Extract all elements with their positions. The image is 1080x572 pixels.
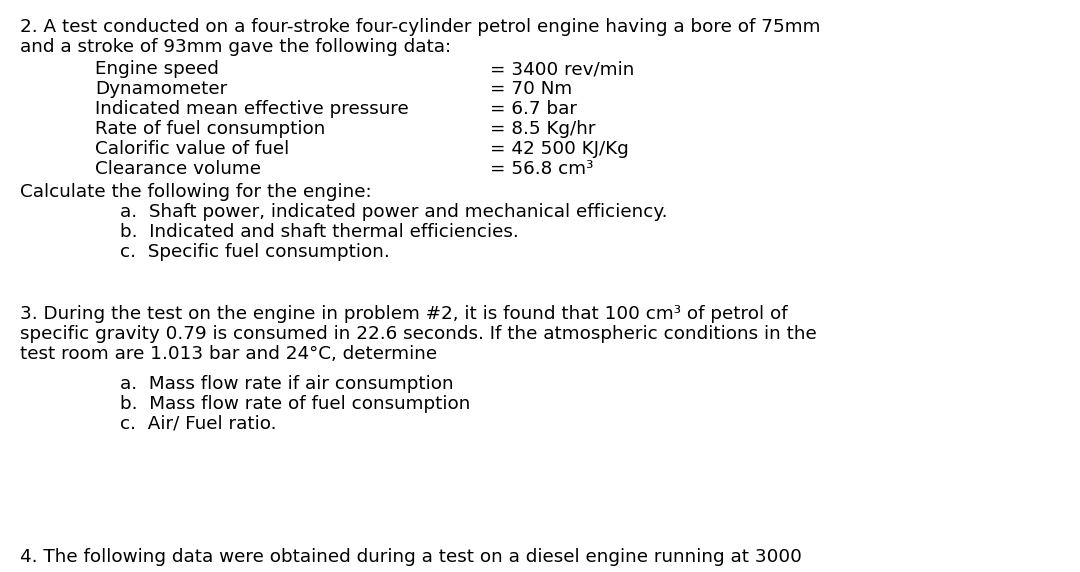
Text: Indicated mean effective pressure: Indicated mean effective pressure xyxy=(95,100,408,118)
Text: Dynamometer: Dynamometer xyxy=(95,80,227,98)
Text: test room are 1.013 bar and 24°C, determine: test room are 1.013 bar and 24°C, determ… xyxy=(21,345,437,363)
Text: 2. A test conducted on a four-stroke four-cylinder petrol engine having a bore o: 2. A test conducted on a four-stroke fou… xyxy=(21,18,821,36)
Text: Rate of fuel consumption: Rate of fuel consumption xyxy=(95,120,325,138)
Text: a.  Mass flow rate if air consumption: a. Mass flow rate if air consumption xyxy=(120,375,454,393)
Text: Clearance volume: Clearance volume xyxy=(95,160,261,178)
Text: = 70 Nm: = 70 Nm xyxy=(490,80,572,98)
Text: = 6.7 bar: = 6.7 bar xyxy=(490,100,577,118)
Text: = 3400 rev/min: = 3400 rev/min xyxy=(490,60,634,78)
Text: b.  Mass flow rate of fuel consumption: b. Mass flow rate of fuel consumption xyxy=(120,395,471,413)
Text: Engine speed: Engine speed xyxy=(95,60,219,78)
Text: = 8.5 Kg/hr: = 8.5 Kg/hr xyxy=(490,120,595,138)
Text: Calculate the following for the engine:: Calculate the following for the engine: xyxy=(21,183,372,201)
Text: c.  Air/ Fuel ratio.: c. Air/ Fuel ratio. xyxy=(120,415,276,433)
Text: Calorific value of fuel: Calorific value of fuel xyxy=(95,140,289,158)
Text: c.  Specific fuel consumption.: c. Specific fuel consumption. xyxy=(120,243,390,261)
Text: = 42 500 KJ/Kg: = 42 500 KJ/Kg xyxy=(490,140,629,158)
Text: 3. During the test on the engine in problem #2, it is found that 100 cm³ of petr: 3. During the test on the engine in prob… xyxy=(21,305,787,323)
Text: specific gravity 0.79 is consumed in 22.6 seconds. If the atmospheric conditions: specific gravity 0.79 is consumed in 22.… xyxy=(21,325,816,343)
Text: b.  Indicated and shaft thermal efficiencies.: b. Indicated and shaft thermal efficienc… xyxy=(120,223,518,241)
Text: and a stroke of 93mm gave the following data:: and a stroke of 93mm gave the following … xyxy=(21,38,451,56)
Text: a.  Shaft power, indicated power and mechanical efficiency.: a. Shaft power, indicated power and mech… xyxy=(120,203,667,221)
Text: 4. The following data were obtained during a test on a diesel engine running at : 4. The following data were obtained duri… xyxy=(21,548,801,566)
Text: = 56.8 cm³: = 56.8 cm³ xyxy=(490,160,593,178)
